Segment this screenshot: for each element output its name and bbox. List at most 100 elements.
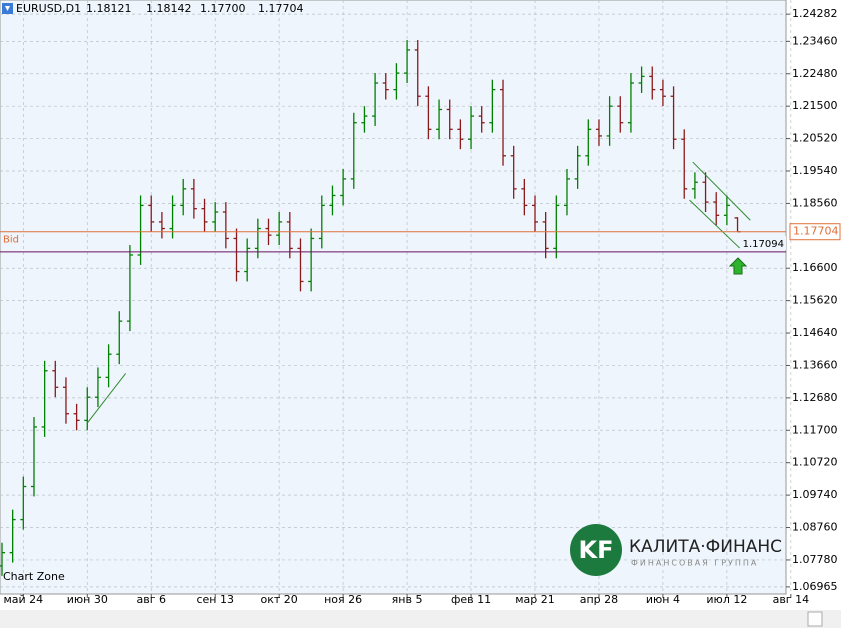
bars — [0, 40, 741, 576]
ohlc-bar — [521, 178, 528, 216]
y-tick-label: 1.23460 — [792, 34, 838, 47]
x-tick-label: янв 5 — [392, 593, 423, 606]
ohlc-bar — [20, 476, 27, 530]
y-tick-label: 1.19540 — [792, 164, 838, 177]
ohlc-bar — [585, 119, 592, 166]
y-tick-label: 1.08760 — [792, 521, 838, 534]
ohlc-bar — [478, 106, 485, 133]
low-label: 1.17700 — [200, 2, 246, 15]
x-tick-label: авг 14 — [773, 593, 810, 606]
trendline — [689, 199, 741, 249]
ohlc-bar — [574, 145, 581, 189]
y-tick-label: 1.16600 — [792, 261, 838, 274]
ohlc-bar — [94, 367, 101, 408]
price-tag — [789, 223, 841, 241]
plot-area — [0, 0, 787, 595]
ohlc-bar — [30, 417, 37, 497]
ohlc-bar — [62, 377, 69, 424]
x-tick-label: ноя 26 — [324, 593, 362, 606]
ohlc-bar — [713, 192, 720, 226]
ohlc-bar — [201, 198, 208, 232]
ohlc-bar — [649, 66, 656, 100]
ohlc-bar — [627, 73, 634, 133]
symbol: EURUSD,D1 — [16, 2, 81, 15]
y-tick-label: 1.20520 — [792, 132, 838, 145]
x-tick-label: май 24 — [3, 593, 43, 606]
logo-name: КАЛИТА·ФИНАНС — [629, 537, 782, 557]
symbol-icon-arrow — [5, 6, 10, 11]
ohlc-bar — [9, 509, 16, 563]
y-tick-label: 1.07780 — [792, 553, 838, 566]
ohlc-bar — [116, 311, 123, 365]
ohlc-bar — [222, 202, 229, 249]
y-tick-label: 1.06965 — [792, 580, 838, 593]
trendline — [86, 373, 127, 424]
logo-circle — [570, 524, 622, 576]
x-tick-label: фев 11 — [451, 593, 491, 606]
ohlc-bar — [595, 119, 602, 146]
ohlc-bar — [670, 86, 677, 150]
ohlc-bar — [41, 360, 48, 437]
ohlc-bar — [244, 238, 251, 282]
ohlc-bar — [404, 40, 411, 84]
ohlc-bar — [606, 96, 613, 146]
open-label: 1.18121 — [86, 2, 132, 15]
x-tick-label: июл 12 — [706, 593, 747, 606]
logo-tagline: ФИНАНСОВАЯ ГРУППА — [631, 559, 758, 568]
ohlc-bar — [105, 344, 112, 388]
ohlc-bar — [425, 86, 432, 140]
scroll-thumb[interactable] — [807, 611, 823, 627]
ohlc-bar — [212, 202, 219, 232]
ohlc-bar — [681, 129, 688, 199]
price-line-label: Bid — [3, 235, 19, 246]
ohlc-bar — [702, 172, 709, 213]
ohlc-bar — [233, 228, 240, 282]
ohlc-bar — [436, 99, 443, 140]
y-tick-label: 1.21500 — [792, 99, 838, 112]
ohlc-bar — [723, 195, 730, 226]
y-tick-label: 1.14640 — [792, 326, 838, 339]
logo-mark: KF — [579, 536, 614, 564]
ohlc-bar — [372, 73, 379, 127]
ohlc-bar — [297, 238, 304, 292]
x-tick-label: авг 6 — [136, 593, 166, 606]
ohlc-bar — [158, 212, 165, 239]
y-tick-label: 1.10720 — [792, 456, 838, 469]
ohlc-bar — [532, 195, 538, 232]
ohlc-bar — [0, 542, 5, 576]
ohlc-bar — [553, 195, 560, 259]
y-tick-label: 1.09740 — [792, 488, 838, 501]
ohlc-bar — [489, 79, 496, 133]
ohlc-bar — [446, 99, 453, 140]
ohlc-bar — [126, 245, 133, 332]
x-tick-label: окт 20 — [261, 593, 298, 606]
ohlc-bar — [350, 112, 357, 189]
ohlc-bar — [414, 40, 421, 107]
x-tick-label: апр 28 — [580, 593, 618, 606]
ohlc-bar — [308, 228, 315, 292]
ohlc-bar — [393, 63, 400, 100]
y-tick-label: 1.15620 — [792, 294, 838, 307]
ohlc-bar — [691, 172, 698, 199]
ohlc-bar — [638, 66, 645, 93]
ohlc-bar — [361, 106, 368, 133]
high-label: 1.18142 — [146, 2, 192, 15]
ohlc-bar — [180, 178, 187, 216]
y-tick-label: 1.11700 — [792, 423, 838, 436]
x-tick-label: июн 30 — [67, 593, 108, 606]
y-tick-label: 1.18560 — [792, 196, 838, 209]
y-tick-label: 1.24282 — [792, 7, 838, 20]
ohlc-bar — [84, 387, 91, 431]
y-tick-label: 1.13660 — [792, 358, 838, 371]
ohlc-bar — [468, 106, 475, 150]
ohlc-bar — [659, 79, 666, 107]
ohlc-bar — [500, 79, 507, 166]
price-tag-bg — [744, 235, 786, 250]
scrollbar[interactable] — [0, 610, 841, 628]
ohlc-bar — [329, 185, 336, 216]
ohlc-bar — [73, 403, 80, 431]
y-tick-label: 1.12680 — [792, 391, 838, 404]
ohlc-bar — [190, 178, 197, 219]
